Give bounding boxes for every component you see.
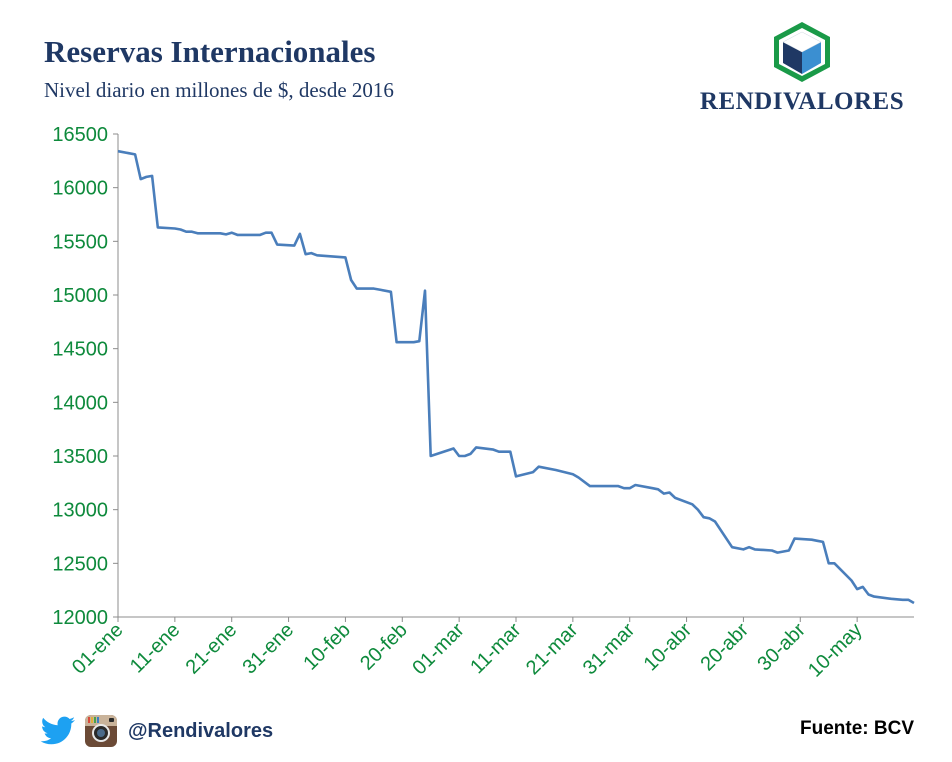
x-tick-label: 21-ene bbox=[182, 619, 242, 679]
x-tick-label: 10-feb bbox=[299, 619, 355, 675]
y-tick-label: 14000 bbox=[52, 392, 108, 414]
cube-icon bbox=[774, 22, 830, 82]
brand-logo: RENDIVALORES bbox=[694, 20, 910, 120]
chart-title: Reservas Internacionales bbox=[44, 34, 376, 69]
x-tick-label: 20-feb bbox=[356, 619, 412, 675]
x-tick-label: 20-abr bbox=[697, 619, 754, 676]
source-note: Fuente: BCV bbox=[800, 718, 914, 739]
social-footer: @Rendivalores bbox=[40, 714, 273, 748]
x-tick-label: 21-mar bbox=[522, 619, 583, 680]
x-tick-label: 11-ene bbox=[126, 619, 185, 678]
social-handle[interactable]: @Rendivalores bbox=[128, 719, 274, 742]
series-layer bbox=[117, 149, 915, 605]
x-tick-label: 01-mar bbox=[408, 619, 469, 680]
x-tick-label: 31-ene bbox=[239, 619, 299, 679]
instagram-icon[interactable] bbox=[84, 714, 118, 748]
brand-name: RENDIVALORES bbox=[699, 88, 905, 115]
chart-subtitle: Nivel diario en millones de $, desde 201… bbox=[44, 78, 394, 102]
x-tick-label: 10-abr bbox=[640, 619, 697, 676]
x-tick-label: 31-mar bbox=[579, 619, 640, 680]
y-tick-label: 12500 bbox=[52, 553, 108, 575]
y-tick-label: 16500 bbox=[52, 124, 108, 146]
y-tick-label: 14500 bbox=[52, 339, 108, 361]
y-tick-label: 15500 bbox=[52, 231, 108, 253]
y-tick-label: 13500 bbox=[52, 446, 108, 468]
y-tick-label: 13000 bbox=[52, 500, 108, 522]
y-axis: 12000 12500 13000 13500 14000 14500 15000 15500… bbox=[52, 124, 119, 629]
y-tick-label: 15000 bbox=[52, 285, 108, 307]
y-tick-label: 16000 bbox=[52, 178, 108, 200]
twitter-icon[interactable] bbox=[40, 716, 76, 746]
x-tick-label: 11-mar bbox=[466, 619, 526, 679]
series-line bbox=[117, 149, 915, 605]
y-tick-label: 12000 bbox=[52, 607, 108, 629]
x-tick-label: 30-abr bbox=[753, 619, 810, 676]
x-tick-label: 10-may bbox=[804, 619, 867, 682]
